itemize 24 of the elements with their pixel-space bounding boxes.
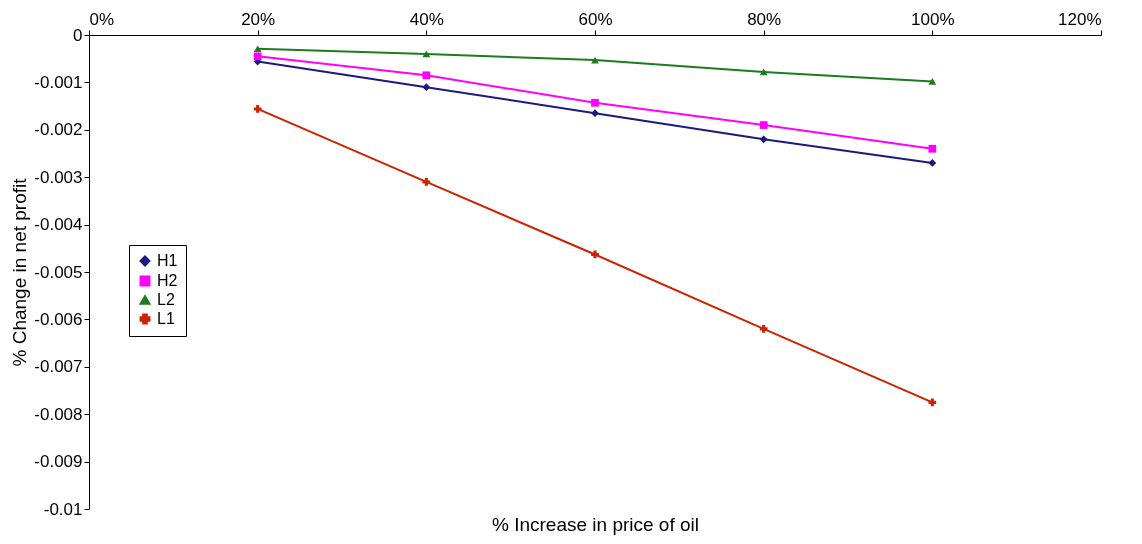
- x-tick-label: 120%: [1058, 9, 1102, 29]
- y-tick-label: -0.004: [34, 215, 83, 235]
- x-tick-label: 0%: [89, 9, 115, 29]
- x-tick-label: 100%: [911, 9, 955, 29]
- y-tick-label: -0.01: [43, 499, 83, 519]
- legend-label: H1: [157, 252, 178, 269]
- y-tick-label: -0.006: [34, 309, 83, 329]
- legend-label: H2: [157, 272, 178, 289]
- x-tick-label: 20%: [241, 9, 276, 29]
- x-tick-label: 60%: [578, 9, 613, 29]
- y-tick-label: -0.007: [34, 357, 83, 377]
- y-tick-label: -0.001: [34, 72, 83, 92]
- y-tick-label: 0: [73, 25, 83, 45]
- y-tick-label: -0.008: [34, 404, 83, 424]
- y-tick-label: -0.009: [34, 452, 83, 472]
- legend-label: L1: [157, 310, 175, 327]
- y-axis-title: % Change in net profit: [9, 177, 31, 367]
- x-tick-label: 80%: [747, 9, 782, 29]
- x-axis-title: % Increase in price of oil: [492, 513, 699, 535]
- x-tick-label: 40%: [409, 9, 444, 29]
- y-tick-label: -0.005: [34, 262, 83, 282]
- y-tick-label: -0.003: [34, 167, 83, 187]
- legend-label: L2: [157, 291, 175, 308]
- y-tick-label: -0.002: [34, 120, 83, 140]
